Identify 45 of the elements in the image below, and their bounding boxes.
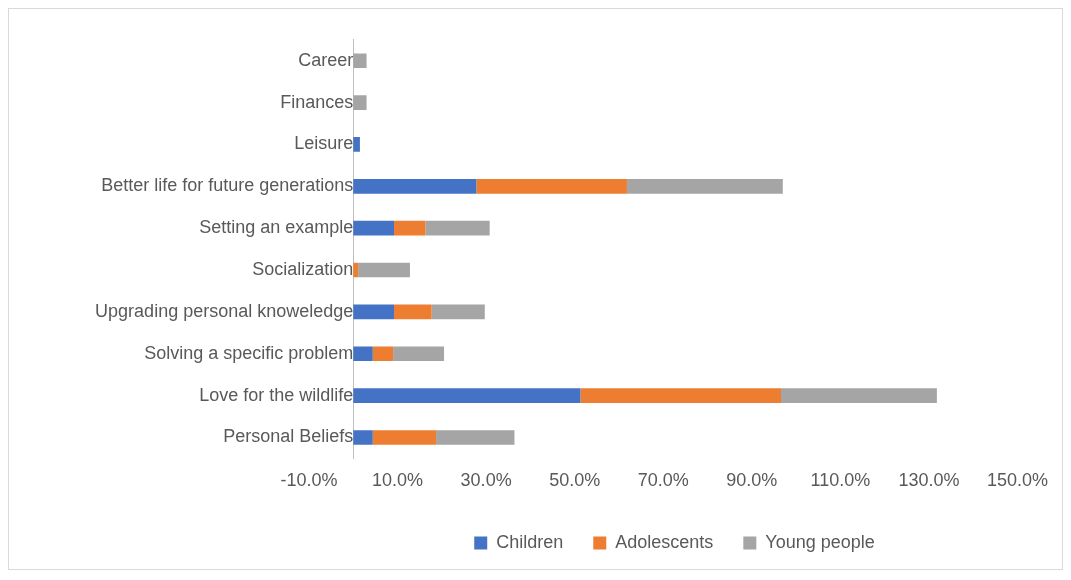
bar: [372, 430, 437, 445]
bar: [436, 430, 515, 445]
bar: [781, 388, 937, 403]
bar: [353, 346, 373, 362]
bar: [626, 178, 783, 194]
bar: [358, 262, 410, 278]
bar: [353, 95, 367, 110]
bar: [353, 304, 395, 320]
bar: [580, 388, 782, 403]
y-tick-label: Solving a specific problem: [144, 342, 354, 363]
x-tick-label: 70.0%: [637, 470, 689, 491]
y-tick-label: Upgrading personal knoweledge: [95, 300, 354, 321]
bar: [431, 304, 485, 320]
bar: [353, 430, 373, 445]
legend-label: Young people: [765, 531, 875, 552]
legend-label: Adolescents: [615, 531, 714, 552]
legend-label: Children: [496, 531, 564, 552]
x-tick-label: 50.0%: [549, 470, 601, 491]
x-tick-label: 110.0%: [810, 470, 871, 491]
y-tick-label: Leisure: [294, 133, 354, 154]
x-tick-label: 10.0%: [372, 470, 424, 491]
bar: [353, 220, 395, 236]
x-tick-label: 30.0%: [460, 470, 512, 491]
bar: [393, 346, 445, 362]
y-tick-label: Better life for future generations: [101, 175, 354, 196]
bar: [353, 178, 477, 194]
bar: [353, 388, 581, 403]
bar: [353, 262, 359, 278]
bar: [425, 220, 490, 236]
y-tick-label: Love for the wildlife: [199, 384, 354, 405]
bar: [353, 137, 360, 152]
y-tick-label: Setting an example: [199, 217, 354, 238]
x-tick-label: 90.0%: [726, 470, 778, 491]
bar: [394, 304, 432, 320]
y-tick-label: Career: [298, 49, 354, 70]
bar: [353, 53, 367, 69]
y-tick-label: Finances: [280, 91, 354, 112]
bar: [394, 220, 426, 236]
y-tick-label: Socialization: [252, 259, 354, 279]
x-tick-label: 130.0%: [898, 470, 960, 491]
bar: [476, 178, 627, 194]
bar: [372, 346, 394, 362]
y-tick-label: Personal Beliefs: [223, 426, 354, 447]
x-tick-label: -10.0%: [280, 470, 338, 491]
x-tick-label: 150.0%: [986, 470, 1049, 491]
